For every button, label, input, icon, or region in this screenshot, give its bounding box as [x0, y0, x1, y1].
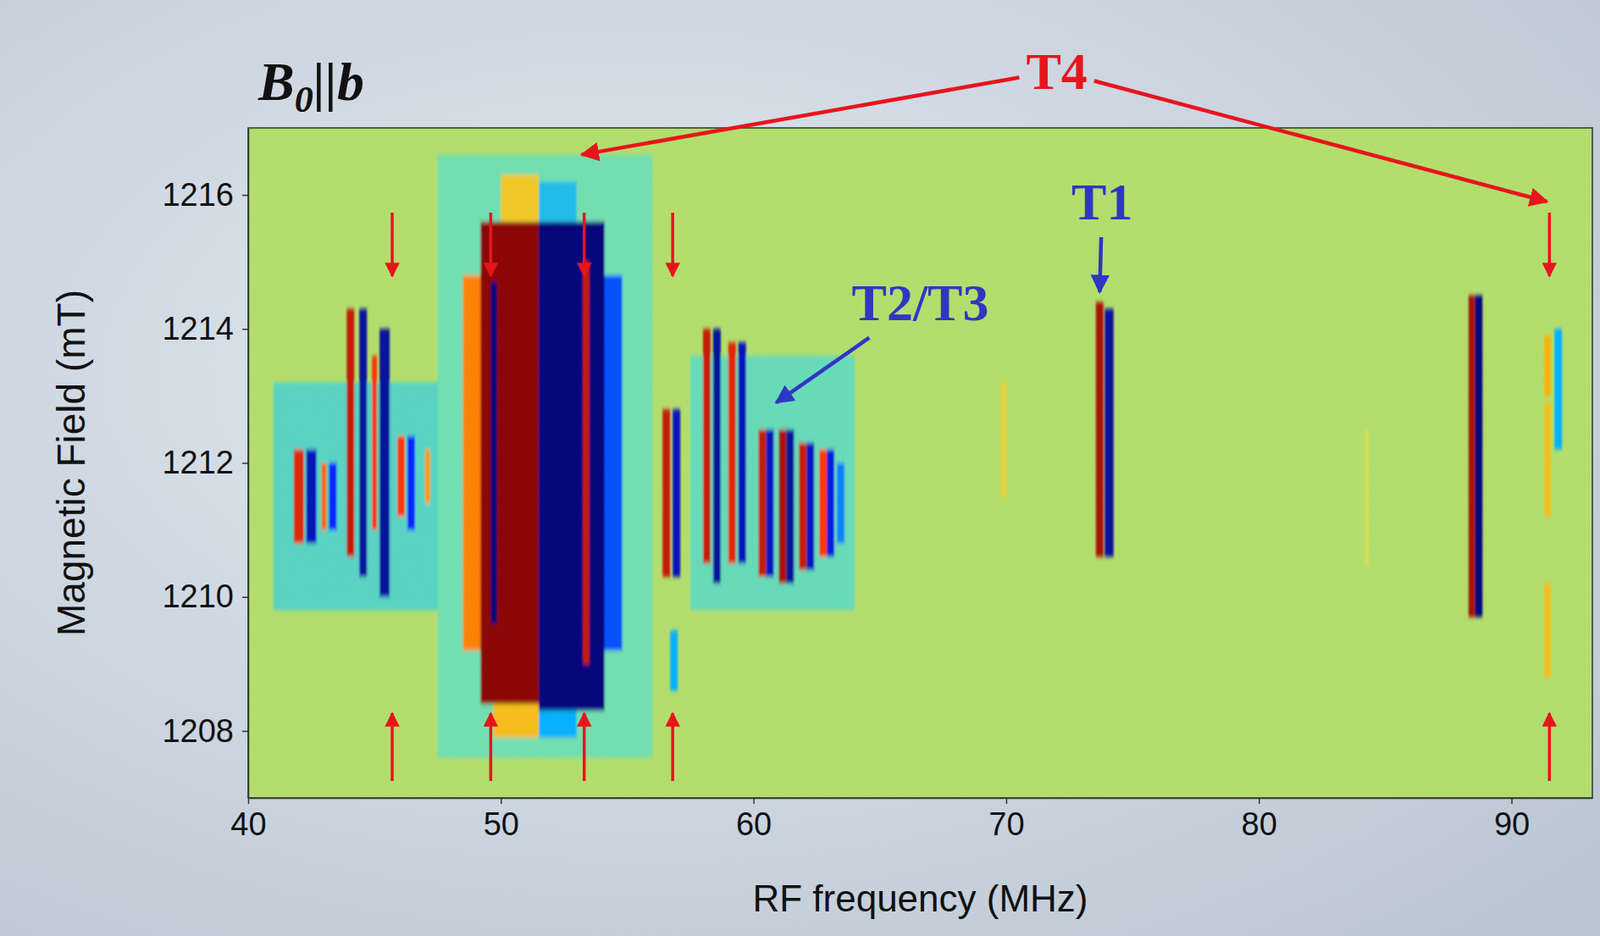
tick-label: 1214	[161, 310, 234, 347]
noise-texture	[248, 127, 1593, 798]
tick-label: 90	[1494, 806, 1530, 842]
tick-mark	[1511, 797, 1513, 804]
marker-arrow	[582, 713, 587, 781]
title-part: |	[325, 51, 338, 112]
chart: 40 50 60 70 80 90 1208 1210 1212 1214 1216 T4 T1 T2/T…	[0, 0, 1600, 936]
tick-label: 80	[1241, 806, 1278, 842]
tick-label: 1210	[161, 578, 234, 615]
tick-mark	[500, 797, 503, 804]
plot: 40 50 60 70 80 90 1208 1210 1212 1214 1216 T4 T1 T2/T…	[161, 42, 1593, 842]
tick-label: 1212	[161, 444, 234, 481]
tick: 1214	[161, 310, 249, 347]
plot-background	[248, 127, 1593, 798]
title-part: |	[313, 51, 326, 112]
marker-arrow	[670, 212, 675, 277]
annotation-arrow	[1099, 237, 1102, 293]
tick-mark	[248, 797, 250, 804]
axis-line	[249, 797, 1594, 800]
tick: 1210	[161, 578, 249, 615]
annotations: T4 T1 T2/T3	[581, 42, 1548, 404]
line-markers	[392, 212, 1550, 781]
tick-mark	[242, 328, 249, 331]
tick: 90	[1494, 797, 1530, 842]
tick: 1208	[161, 713, 249, 749]
y-axis: 1208 1210 1212 1214 1216	[161, 128, 249, 799]
marker-arrow	[390, 713, 394, 781]
marker-arrow	[582, 212, 587, 277]
tick-label: 40	[230, 806, 266, 842]
tick-mark	[752, 797, 755, 804]
tick: 80	[1241, 797, 1278, 842]
marker-arrow	[670, 713, 675, 781]
annotation-label: T4	[1025, 42, 1087, 100]
annotation-label: T1	[1071, 172, 1133, 231]
marker-arrow	[1548, 713, 1552, 781]
annotation-label: T2/T3	[852, 273, 990, 332]
annotation-arrow	[1094, 81, 1548, 202]
tick: 60	[736, 797, 772, 842]
tick-label: 70	[988, 806, 1025, 842]
tick-label: 60	[736, 806, 772, 842]
tick-mark	[1258, 797, 1261, 804]
tick: 1212	[161, 444, 249, 481]
tick-label: 50	[483, 806, 520, 842]
tick-mark	[242, 596, 249, 598]
marker-arrow	[489, 713, 493, 781]
annotation-arrow	[775, 337, 870, 404]
tick: 40	[230, 797, 266, 842]
tick: 50	[483, 797, 520, 842]
plot-frame	[248, 127, 1593, 798]
marker-arrow	[1548, 212, 1552, 277]
marker-arrow	[390, 212, 394, 277]
tick: 70	[988, 797, 1025, 842]
y-axis-title: Magnetic Field (mT)	[49, 289, 94, 637]
tick-mark	[1006, 797, 1008, 804]
tick-mark	[242, 462, 249, 465]
tick: 1216	[161, 177, 249, 213]
tick-label: 1216	[161, 177, 234, 213]
title-part: B	[257, 51, 295, 112]
tick-mark	[242, 194, 249, 197]
annotation-arrow	[581, 77, 1020, 156]
tick-label: 1208	[161, 713, 234, 749]
x-axis: 40 50 60 70 80 90	[230, 797, 1593, 842]
title-part: 0	[294, 78, 314, 121]
x-axis-title: RF frequency (MHz)	[752, 877, 1088, 920]
data-area	[248, 127, 1593, 798]
title: B0||b	[257, 51, 365, 121]
marker-arrow	[489, 212, 493, 277]
title-part: b	[337, 51, 365, 112]
tick-mark	[242, 730, 249, 733]
